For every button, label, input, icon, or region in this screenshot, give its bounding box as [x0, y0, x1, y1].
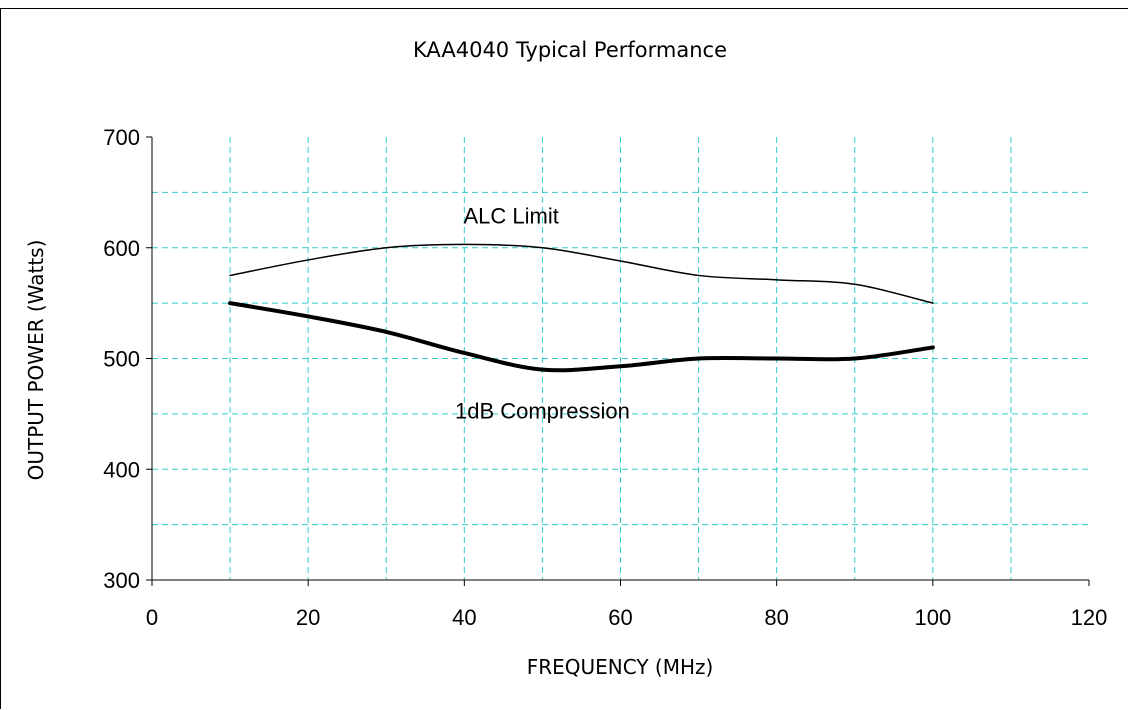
y-tick-label: 700 [103, 125, 140, 150]
series-line-alc-limit [229, 243, 934, 304]
x-tick-label: 0 [146, 605, 158, 630]
annotation-alc-limit: ALC Limit [464, 203, 559, 228]
y-tick-label: 600 [103, 236, 140, 261]
y-tick-label: 300 [103, 568, 140, 593]
annotation-1db-compression: 1dB Compression [455, 398, 630, 423]
y-axis-label: OUTPUT POWER (Watts) [24, 240, 48, 481]
x-tick-label: 60 [608, 605, 632, 630]
tick-labels: 300 400 500 600 700 0 20 40 60 80 100 120 [103, 125, 1107, 630]
x-tick-label: 120 [1071, 605, 1108, 630]
y-tick-label: 400 [103, 457, 140, 482]
annotations: ALC Limit 1dB Compression [455, 203, 630, 423]
series-line-1db-compression [228, 301, 935, 373]
x-tick-label: 80 [764, 605, 788, 630]
grid [152, 137, 1089, 580]
chart-title: KAA4040 Typical Performance [413, 38, 727, 62]
x-tick-label: 100 [914, 605, 951, 630]
x-axis-label: FREQUENCY (MHz) [527, 655, 714, 679]
y-tick-label: 500 [103, 347, 140, 372]
x-tick-label: 20 [296, 605, 320, 630]
series [228, 243, 935, 373]
chart-frame [0, 8, 1128, 709]
axes [146, 136, 1090, 586]
x-tick-label: 40 [452, 605, 476, 630]
